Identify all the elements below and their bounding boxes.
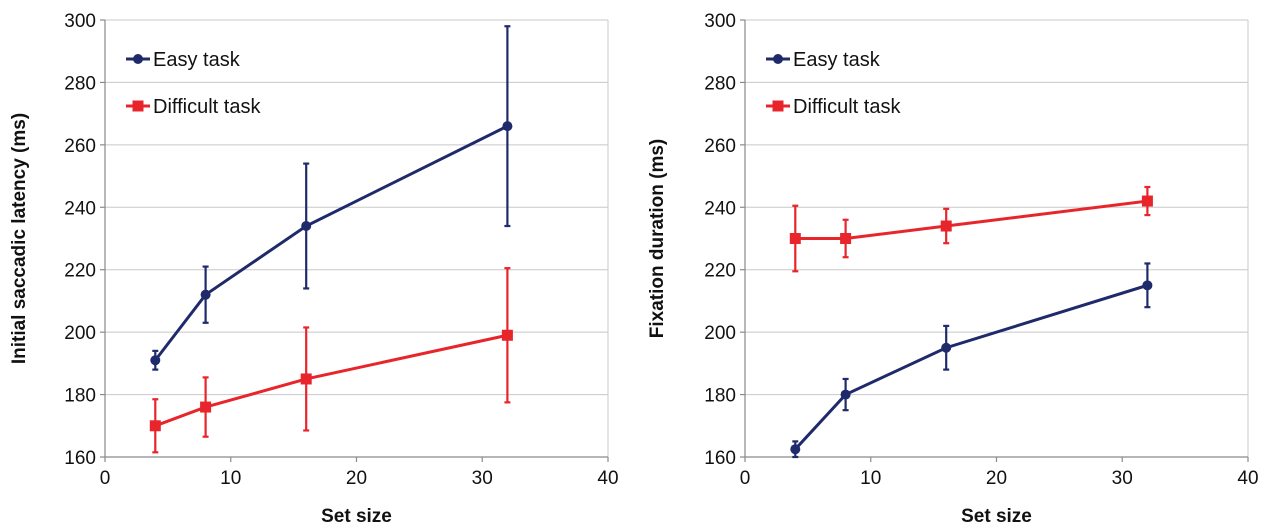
series-line	[795, 199, 1148, 240]
x-tick-label: 20	[346, 468, 367, 489]
data-point	[300, 373, 312, 385]
y-tick-label: 180	[704, 386, 736, 407]
data-point	[941, 342, 952, 353]
legend-label: Easy task	[793, 49, 881, 71]
data-point	[149, 420, 161, 432]
legend-label: Difficult task	[153, 96, 261, 118]
series-line	[154, 333, 508, 428]
y-tick-label: 220	[64, 261, 96, 282]
legend: Easy task Difficult task	[126, 49, 261, 118]
y-tick-label: 260	[704, 136, 736, 157]
y-tick-label: 240	[704, 198, 736, 219]
data-point	[301, 221, 312, 232]
data-point	[790, 444, 801, 455]
series-line	[154, 124, 509, 362]
y-tick-label: 300	[704, 11, 736, 32]
y-tick-label: 200	[64, 323, 96, 344]
y-tick-label: 180	[64, 386, 96, 407]
data-point	[200, 289, 211, 300]
x-tick-label: 30	[472, 468, 493, 489]
x-tick-label: 30	[1112, 468, 1133, 489]
data-point	[501, 329, 513, 341]
y-tick-label: 160	[704, 448, 736, 469]
chart-panel-2: 160 180 200 220 240 260 280 300 0 10 20 30 40 Set siz…	[647, 11, 1259, 527]
y-tick-label: 300	[64, 11, 96, 32]
series-2	[149, 267, 513, 454]
data-point	[840, 389, 851, 400]
legend-label: Easy task	[153, 49, 241, 71]
data-point	[940, 220, 952, 232]
data-point	[502, 121, 513, 132]
data-point	[789, 233, 801, 244]
data-point	[1141, 195, 1153, 207]
series-1	[150, 25, 513, 371]
data-point	[200, 401, 212, 413]
legend-marker	[132, 100, 144, 112]
y-tick-label: 280	[64, 73, 96, 94]
y-tick-label: 220	[704, 261, 736, 282]
series-2	[789, 185, 1153, 273]
legend: Easy task Difficult task	[766, 49, 901, 118]
series-line	[794, 283, 1148, 451]
legend-marker	[772, 100, 784, 112]
legend-marker	[133, 54, 143, 64]
data-point	[840, 233, 852, 244]
x-tick-label: 20	[986, 468, 1007, 489]
x-axis-title: Set size	[961, 506, 1032, 525]
data-point	[150, 355, 161, 366]
x-tick-label: 10	[860, 468, 881, 489]
data-point	[1142, 280, 1153, 291]
chart-panel-1: 160 180 200 220 240 260 280 300 0 10 20 30 40 Set siz…	[9, 11, 619, 527]
y-tick-label: 260	[64, 136, 96, 157]
y-axis-title: Initial saccadic latency (ms)	[9, 113, 30, 364]
x-tick-label: 0	[100, 468, 111, 489]
x-axis-title: Set size	[321, 506, 392, 525]
y-axis-title: Fixation duration (ms)	[647, 139, 668, 339]
y-tick-label: 200	[704, 323, 736, 344]
legend-label: Difficult task	[793, 96, 901, 118]
x-tick-label: 0	[740, 468, 751, 489]
x-tick-label: 40	[1237, 468, 1258, 489]
series-1	[790, 262, 1153, 459]
y-tick-label: 280	[704, 73, 736, 94]
y-tick-label: 160	[64, 448, 96, 469]
x-tick-label: 40	[597, 468, 618, 489]
x-tick-label: 10	[220, 468, 241, 489]
y-tick-label: 240	[64, 198, 96, 219]
legend-marker	[773, 54, 783, 64]
